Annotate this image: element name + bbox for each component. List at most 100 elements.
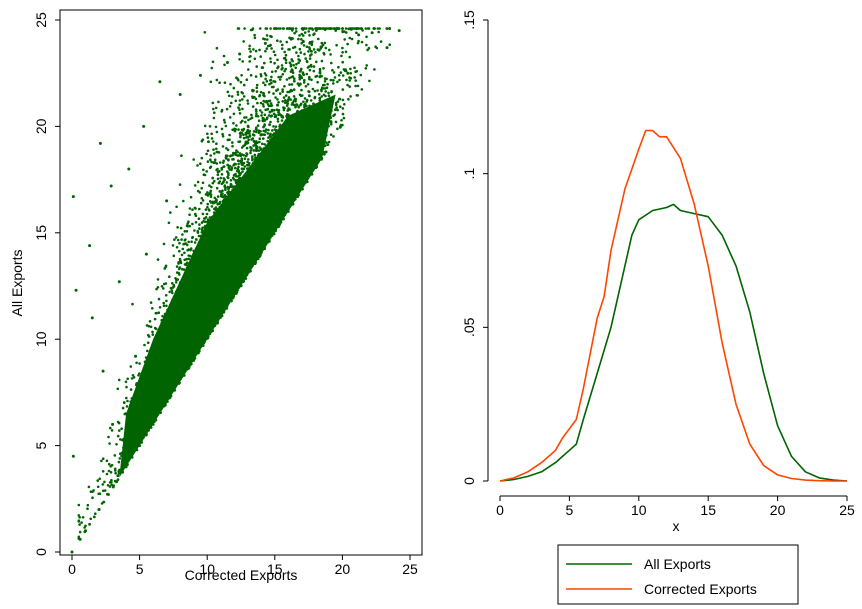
scatter-point [130, 455, 134, 459]
scatter-point [158, 80, 162, 84]
scatter-point [192, 273, 196, 277]
scatter-point [301, 187, 304, 191]
density-line-all-exports [499, 203, 848, 482]
scatter-point [101, 369, 105, 373]
scatter-point [92, 515, 96, 519]
scatter-point [121, 470, 125, 474]
scatter-point [263, 247, 267, 251]
scatter-point [276, 103, 280, 107]
scatter-point [124, 465, 128, 469]
scatter-point [220, 314, 224, 318]
scatter-point [277, 225, 281, 228]
scatter-point [98, 141, 102, 145]
scatter-point [225, 61, 229, 65]
scatter-point [88, 244, 92, 248]
scatter-point [316, 48, 320, 52]
scatter-point [346, 71, 350, 75]
scatter-point [310, 172, 314, 176]
scatter-point [212, 161, 216, 165]
scatter-point [324, 150, 328, 154]
scatter-point [206, 336, 210, 340]
scatter-point [144, 252, 148, 256]
scatter-point [168, 396, 172, 400]
scatter-point [263, 41, 267, 45]
scatter-point [134, 354, 138, 358]
scatter-y-tick-label: 5 [33, 441, 49, 449]
scatter-point [138, 444, 142, 448]
scatter-point [198, 73, 202, 77]
scatter-point [159, 411, 162, 415]
density-y-tick-label: 0 [461, 477, 477, 485]
scatter-point [296, 195, 300, 199]
scatter-point [201, 344, 205, 347]
density-y-tick-label: .05 [461, 317, 477, 337]
scatter-x-tick-label: 10 [199, 561, 215, 577]
scatter-point [301, 39, 305, 43]
scatter-point [187, 366, 191, 370]
scatter-point [357, 33, 361, 37]
scatter-point [154, 418, 158, 422]
scatter-point [71, 195, 75, 199]
scatter-point [238, 52, 242, 56]
scatter-point [286, 210, 290, 213]
density-x-axis-title: x [673, 518, 680, 534]
scatter-point [74, 288, 78, 292]
scatter-point [249, 269, 252, 273]
scatter-point [111, 485, 115, 489]
scatter-point [225, 306, 229, 310]
scatter-point [315, 165, 319, 169]
scatter-point [173, 388, 177, 392]
density-y-tick-label: .1 [461, 168, 477, 180]
scatter-point [197, 351, 200, 355]
scatter-point [258, 254, 262, 258]
scatter-point [267, 239, 271, 243]
scatter-point [385, 46, 389, 50]
density-x-tick-label: 25 [839, 502, 855, 518]
scatter-x-tick-label: 5 [136, 561, 144, 577]
scatter-point [70, 550, 74, 554]
scatter-y-tick-label: 15 [33, 225, 49, 241]
scatter-point [78, 537, 82, 541]
scatter-point-cloud [77, 27, 392, 540]
scatter-point [117, 280, 121, 284]
legend: All Exports Corrected Exports [557, 544, 799, 605]
scatter-point [102, 500, 106, 504]
scatter-point [230, 299, 233, 303]
scatter-point [215, 321, 219, 325]
scatter-y-tick-label: 25 [33, 12, 49, 28]
scatter-point [272, 232, 276, 236]
scatter-point [211, 329, 215, 333]
scatter-x-axis: 0 5 10 15 20 25 [68, 555, 418, 577]
scatter-point [97, 508, 101, 511]
scatter-y-axis-title: All Exports [9, 250, 25, 317]
scatter-point [178, 92, 182, 96]
scatter-y-tick-label: 20 [33, 118, 49, 134]
scatter-x-tick-label: 25 [402, 561, 418, 577]
scatter-point [305, 180, 309, 184]
scatter-point [90, 316, 94, 320]
scatter-point [282, 217, 285, 221]
density-panel: 0 .05 .1 .15 0 5 10 15 20 25 x All Exports Corre… [461, 10, 856, 605]
scatter-point [289, 37, 293, 41]
scatter-x-axis-title: Corrected Exports [185, 567, 298, 583]
scatter-y-tick-label: 0 [33, 548, 49, 556]
scatter-point [127, 167, 131, 171]
scatter-point [71, 454, 75, 458]
scatter-point [111, 422, 115, 426]
scatter-point [140, 441, 144, 444]
scatter-point [165, 199, 169, 203]
scatter-point [115, 480, 119, 484]
scatter-point [151, 422, 155, 426]
scatter-point [244, 277, 248, 280]
scatter-point [397, 29, 401, 33]
scatter-point [107, 493, 110, 496]
scatter-point [178, 381, 181, 385]
density-x-tick-label: 0 [496, 502, 504, 518]
legend-label-corrected-exports: Corrected Exports [644, 581, 757, 597]
scatter-point [335, 27, 339, 31]
density-x-axis: 0 5 10 15 20 25 [496, 495, 855, 518]
density-y-tick-label: .15 [461, 10, 477, 30]
scatter-point [234, 292, 238, 295]
density-x-tick-label: 20 [770, 502, 786, 518]
